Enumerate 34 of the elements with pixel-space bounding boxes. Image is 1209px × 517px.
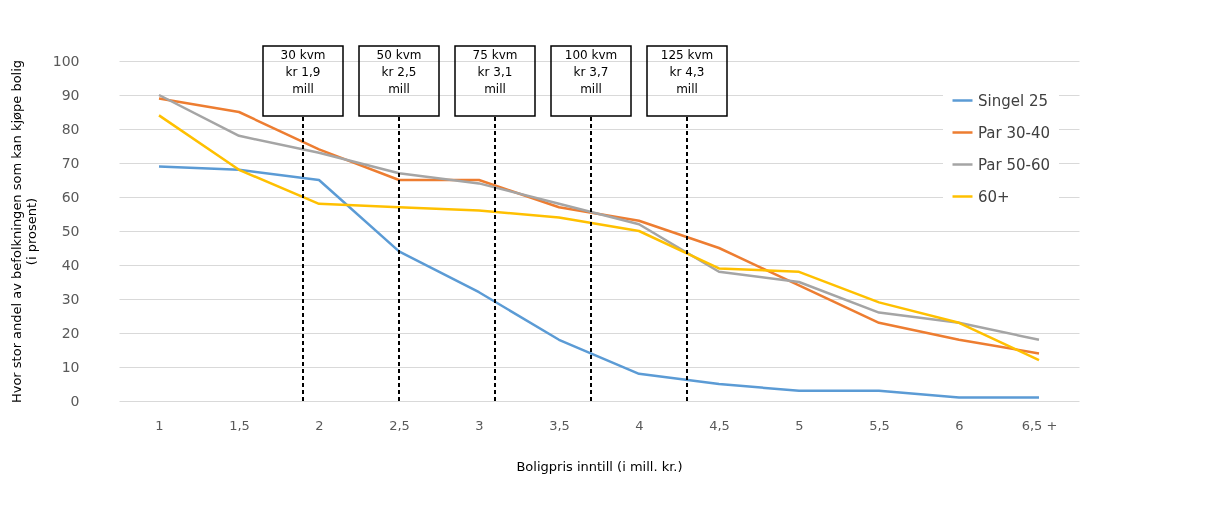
y-axis-title: Hvor stor andel av befolkningen som kan kjøpe bolig (i prosent) <box>8 59 39 404</box>
x-tick-label: 6 <box>955 417 964 433</box>
y-tick-label: 40 <box>61 256 80 273</box>
ref-line-label: 75 kvm kr 3,1 mill <box>472 48 518 96</box>
y-tick-label: 20 <box>61 324 80 341</box>
y-tick-label: 60 <box>61 188 80 205</box>
x-tick-label: 3,5 <box>549 417 570 433</box>
x-tick-label: 1,5 <box>229 417 250 433</box>
x-tick-label: 4,5 <box>709 417 730 433</box>
x-tick-label: 6,5 + <box>1021 417 1058 433</box>
y-tick-label: 10 <box>61 358 80 375</box>
y-tick-label: 80 <box>61 120 80 137</box>
y-tick-label: 0 <box>70 392 80 409</box>
x-tick-label: 2,5 <box>389 417 410 433</box>
y-tick-label: 30 <box>61 290 80 307</box>
legend-label: Singel 25 <box>978 91 1048 110</box>
x-tick-label: 5,5 <box>869 417 890 433</box>
ref-line-label: 50 kvm kr 2,5 mill <box>376 48 422 96</box>
x-tick-label: 4 <box>635 417 644 433</box>
ref-line-label: 100 kvm kr 3,7 mill <box>564 48 618 96</box>
ref-line-label: 125 kvm kr 4,3 mill <box>660 48 714 96</box>
legend-label: Par 30-40 <box>978 123 1051 142</box>
x-tick-label: 1 <box>155 417 164 433</box>
y-tick-label: 50 <box>61 222 80 239</box>
y-tick-label: 100 <box>52 52 80 69</box>
ref-line-label: 30 kvm kr 1,9 mill <box>280 48 326 96</box>
y-tick-label: 90 <box>61 86 80 103</box>
legend-label: Par 50-60 <box>978 155 1051 174</box>
y-tick-label: 70 <box>61 154 80 171</box>
x-tick-label: 2 <box>315 417 324 433</box>
x-axis-title: Boligpris inntill (i mill. kr.) <box>516 458 683 474</box>
x-tick-label: 5 <box>795 417 804 433</box>
legend-label: 60+ <box>978 187 1010 206</box>
x-tick-label: 3 <box>475 417 484 433</box>
